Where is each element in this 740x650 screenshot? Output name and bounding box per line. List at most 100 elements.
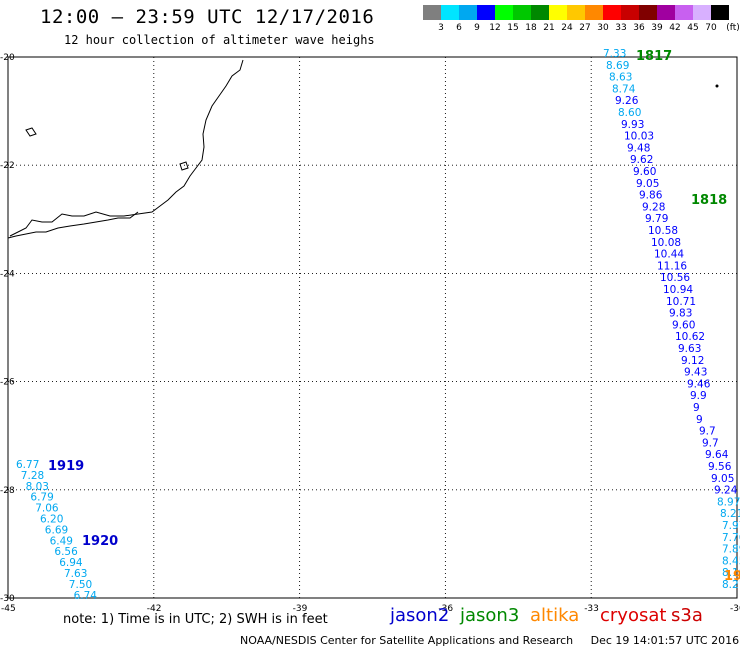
track-value: 9.60 <box>633 166 656 178</box>
track-value: 9.48 <box>627 142 650 154</box>
coastline-brazil <box>9 59 244 237</box>
track-value: 10.03 <box>624 131 654 143</box>
satellite-legend-altika: altika <box>530 605 580 626</box>
color-scale-label: 12 <box>489 23 501 33</box>
color-scale-label: 30 <box>597 23 609 33</box>
lon-label: -45 <box>1 604 16 614</box>
track-value: 10.58 <box>648 225 678 237</box>
track-value: 6.49 <box>50 535 73 547</box>
color-swatch <box>621 5 639 20</box>
color-scale-label: 70 <box>705 23 717 33</box>
color-scale-label: 9 <box>474 23 480 33</box>
lon-label: -30 <box>730 604 740 614</box>
track-value: 8.74 <box>612 83 636 95</box>
lon-label: -33 <box>584 604 599 614</box>
color-scale-label: 42 <box>669 23 681 33</box>
track-value: 10.44 <box>654 249 684 261</box>
lat-label: -22 <box>0 161 15 171</box>
track-values: 7.338.698.638.749.268.609.9310.039.489.6… <box>16 48 740 602</box>
track-value: 9.12 <box>681 355 704 367</box>
track-value: 8.97 <box>717 496 740 508</box>
track-value: 7.28 <box>21 470 44 482</box>
title: 12:00 – 23:59 UTC 12/17/2016 <box>40 6 375 28</box>
lat-label: -28 <box>0 486 15 496</box>
track-value: 8.63 <box>609 72 632 84</box>
color-swatch <box>675 5 693 20</box>
track-value: 8.69 <box>606 60 629 72</box>
track-value: 9.63 <box>678 343 701 355</box>
satellite-legend-cryosat: cryosat <box>600 605 667 626</box>
track-value: 6.56 <box>54 546 78 558</box>
lat-label: -20 <box>0 53 15 63</box>
track-value: 6.94 <box>59 557 83 569</box>
track-value: 9.64 <box>705 449 729 461</box>
track-value: 9.26 <box>615 95 639 107</box>
track-value: 10.71 <box>666 296 696 308</box>
track-value: 8.10 <box>722 567 740 579</box>
track-value: 9.93 <box>621 119 644 131</box>
island <box>179 161 189 171</box>
timestamp: Dec 19 14:01:57 UTC 2016 <box>590 634 740 647</box>
track-value: 7.89 <box>722 544 740 556</box>
track-value: 7.50 <box>69 579 92 591</box>
satellite-legend-jason3: jason3 <box>460 605 520 626</box>
color-swatch <box>441 5 459 20</box>
track-value: 11.16 <box>657 260 687 272</box>
track-value: 9.05 <box>636 178 659 190</box>
color-swatch <box>693 5 711 20</box>
track-value: 10.08 <box>651 237 681 249</box>
track-value: 8.03 <box>26 481 49 493</box>
track-value: 10.56 <box>660 272 690 284</box>
track-value: 7.33 <box>603 48 626 60</box>
track-value: 9.7 <box>702 437 719 449</box>
track-value: 9.83 <box>669 308 692 320</box>
track-value: 9.86 <box>639 190 663 202</box>
lat-label: -30 <box>0 594 15 604</box>
track-value: 6.74 <box>74 590 98 602</box>
track-value: 9.24 <box>714 485 738 497</box>
color-swatch <box>639 5 657 20</box>
track-value: 9.9 <box>690 390 707 402</box>
track-value: 7.97 <box>722 520 740 532</box>
track-value: 8.21 <box>722 579 740 591</box>
map-frame <box>7 56 738 599</box>
color-scale-label: 6 <box>456 23 462 33</box>
pass-label: 1920 <box>82 534 118 549</box>
color-swatch <box>531 5 549 20</box>
pass-labels: 1817 1818 1919 1920 19 <box>48 49 740 584</box>
track-value: 6.69 <box>45 524 68 536</box>
color-swatch <box>495 5 513 20</box>
track-value: 9 <box>693 402 700 414</box>
color-scale-label: 39 <box>651 23 663 33</box>
color-swatch <box>567 5 585 20</box>
color-swatch <box>513 5 531 20</box>
color-scale-label: 18 <box>525 23 537 33</box>
color-scale-label: 36 <box>633 23 645 33</box>
track-value: 8.45 <box>722 555 740 567</box>
pass-label: 19 <box>724 569 740 584</box>
color-scale <box>423 5 729 20</box>
color-scale-label: 15 <box>507 23 519 33</box>
color-scale-label: 45 <box>687 23 699 33</box>
color-scale-label: (ft) <box>726 23 740 33</box>
lat-label: -24 <box>0 269 15 279</box>
color-scale-label: 3 <box>438 23 444 33</box>
color-swatch <box>711 5 729 20</box>
color-scale-label: 21 <box>543 23 555 33</box>
color-scale-labels: 3 6 9 12 15 18 21 24 27 30 33 36 39 42 45 70 (ft) <box>423 23 740 35</box>
color-scale-label: 27 <box>579 23 591 33</box>
pass-label: 1817 <box>636 49 672 64</box>
track-value: 7.76 <box>722 532 740 544</box>
coastline-bay <box>7 211 139 239</box>
track-value: 9.7 <box>699 426 716 438</box>
satellite-legend-s3a: s3a <box>671 605 703 626</box>
track-value: 10.62 <box>675 331 705 343</box>
color-swatch <box>585 5 603 20</box>
track-value: 10.94 <box>663 284 693 296</box>
color-swatch <box>459 5 477 20</box>
island-dot <box>715 84 719 88</box>
axis-labels: -20-22-24-26-28-30-45-42-39-36-33-30 <box>0 53 740 614</box>
lat-label: -26 <box>0 378 15 388</box>
track-value: 9.28 <box>642 201 665 213</box>
